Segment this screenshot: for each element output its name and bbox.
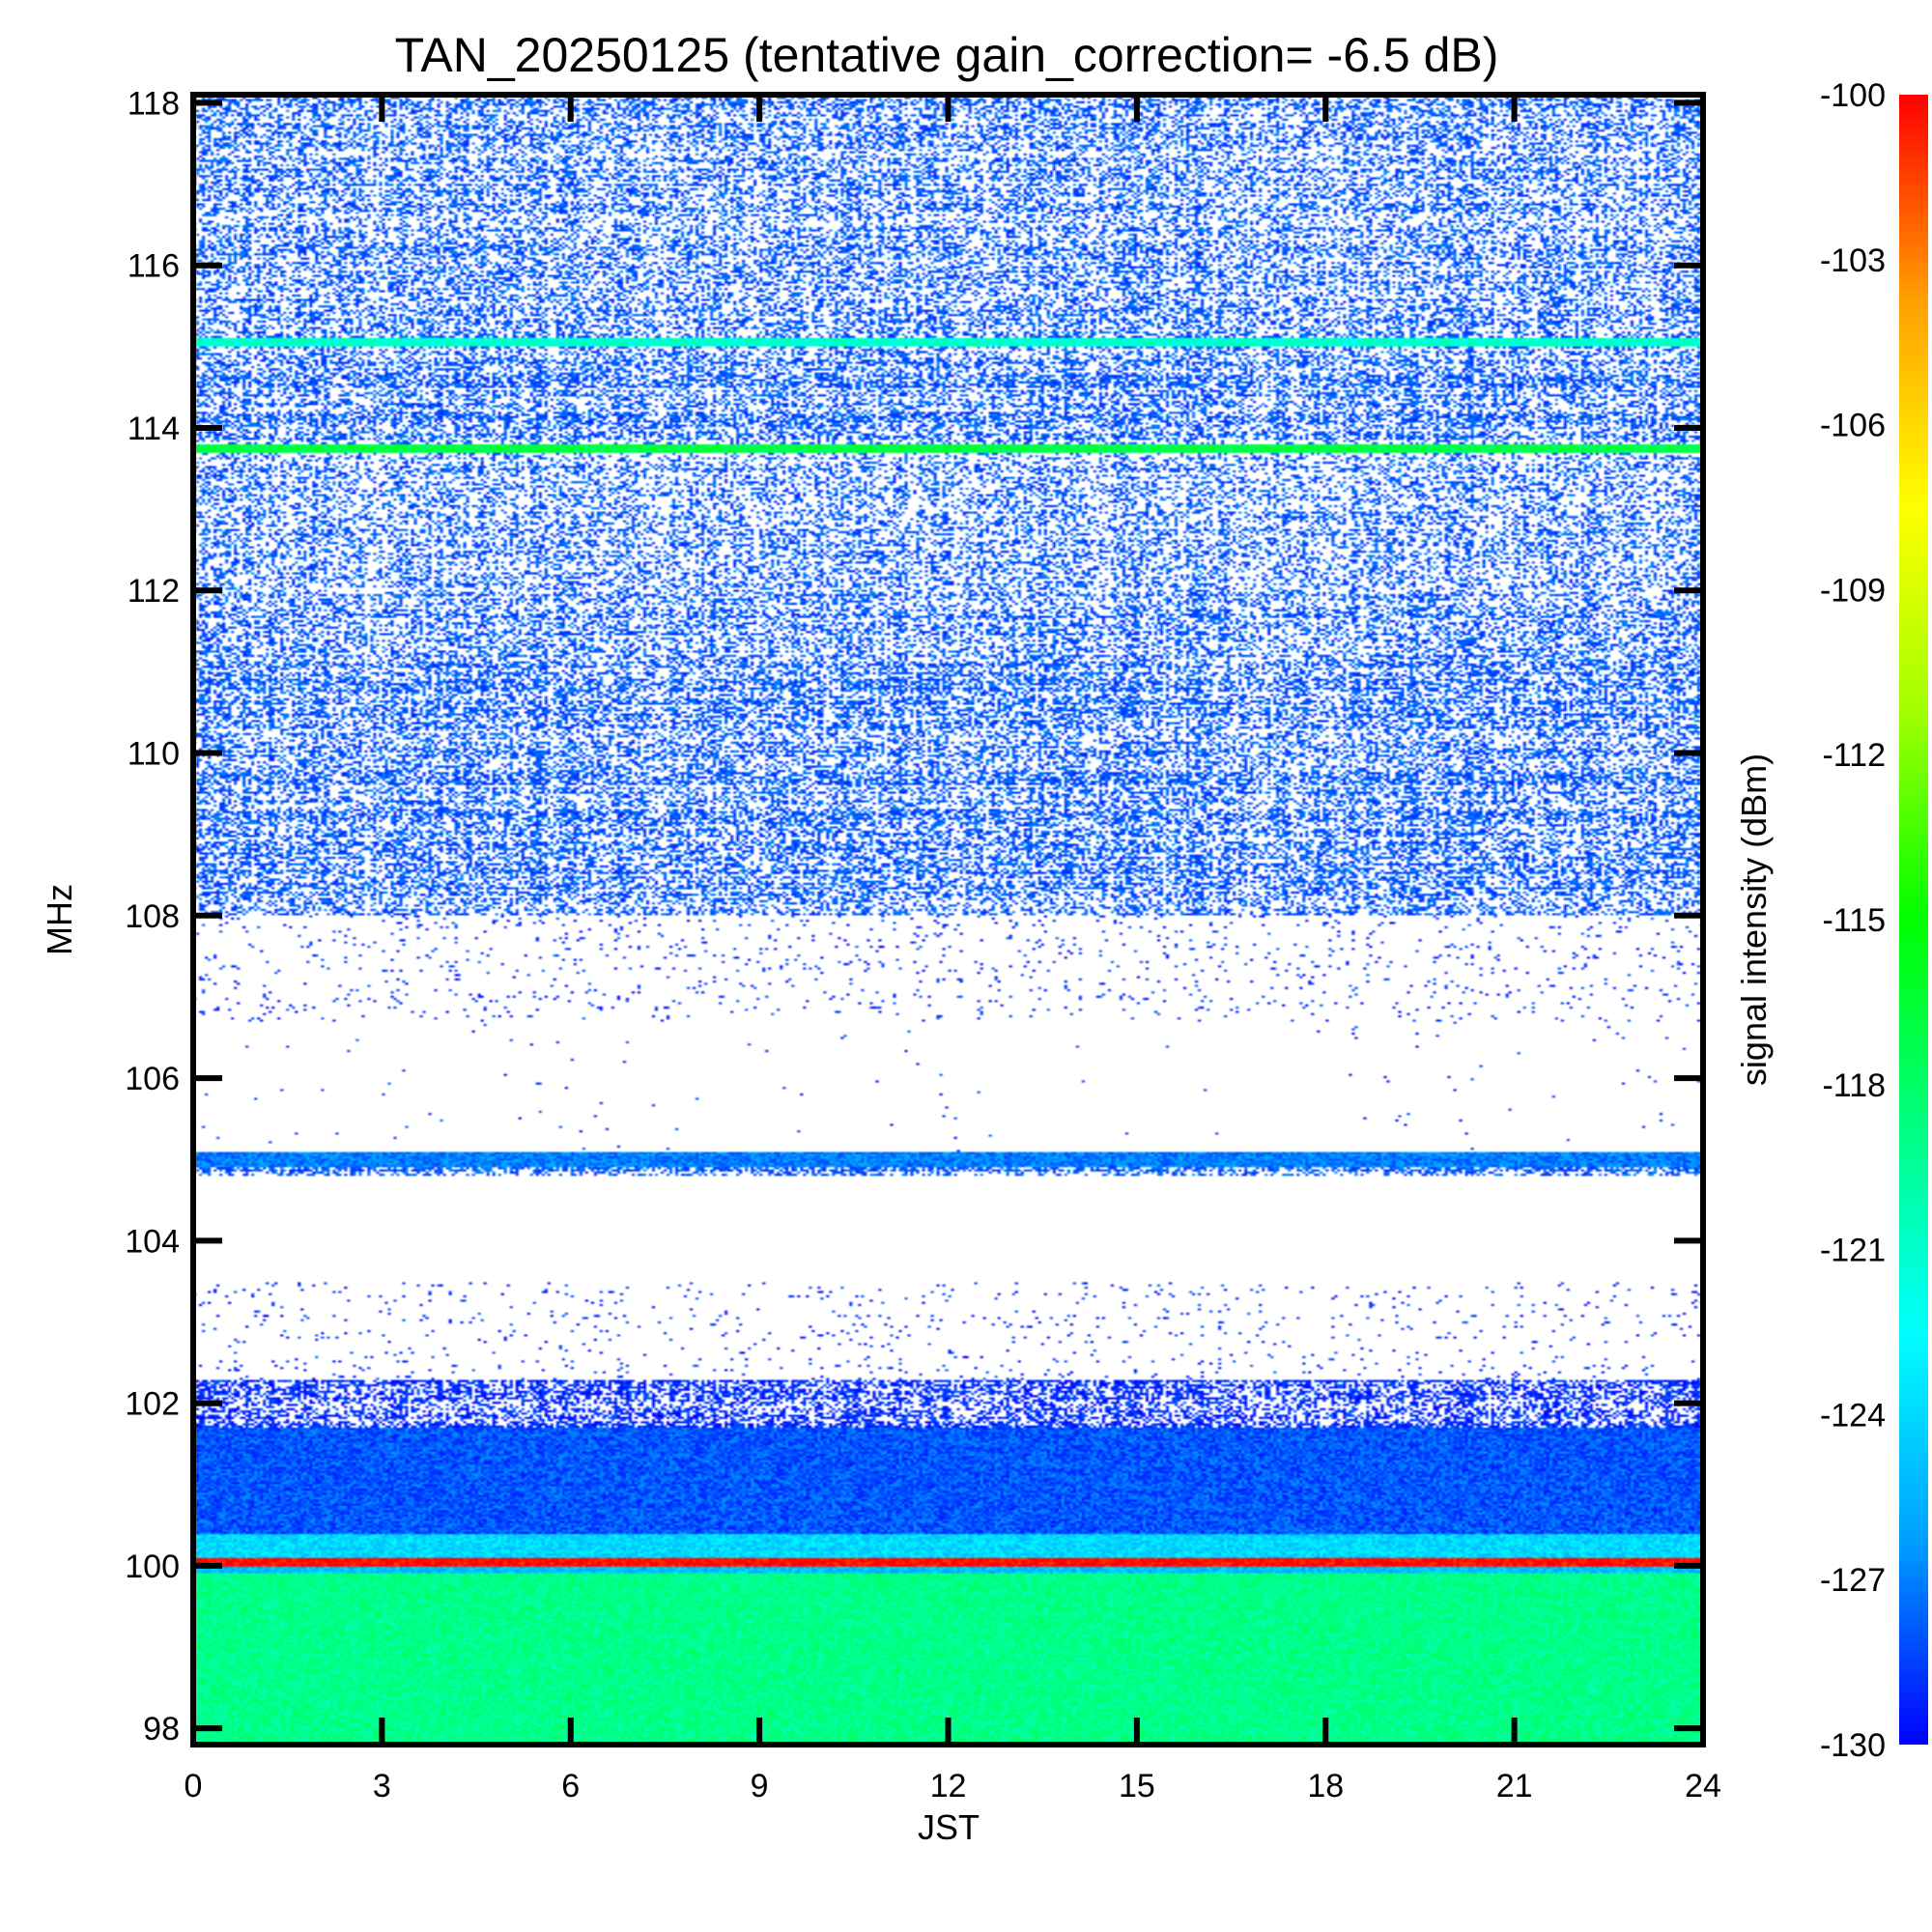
y-axis: 98 100 102 104 106 108 110 112 114 116 118 [125, 85, 1703, 1747]
colorbar-tick-label: -115 [1822, 902, 1886, 939]
colorbar-tick-label: -103 [1820, 242, 1886, 279]
colorbar-tick-label: -124 [1820, 1397, 1886, 1434]
y-tick-label: 112 [128, 573, 180, 610]
chart-title: TAN_20250125 (tentative gain_correction=… [395, 28, 1499, 82]
x-tick-label: 21 [1496, 1768, 1533, 1804]
heatmap-plot-area [190, 92, 1706, 1747]
colorbar-tick-label: -106 [1820, 408, 1886, 444]
colorbar-tick-label: -118 [1822, 1067, 1886, 1104]
colorbar-gradient [1899, 95, 1928, 1745]
y-tick-label: 118 [128, 85, 180, 122]
x-axis-label: JST [918, 1807, 980, 1847]
colorbar-tick-label: -100 [1820, 77, 1886, 114]
heatmap-image [193, 95, 1703, 1745]
colorbar-label: signal intensity (dBm) [1734, 753, 1774, 1086]
y-tick-label: 110 [128, 736, 180, 773]
y-tick-label: 102 [125, 1386, 180, 1423]
colorbar: -100 -103 -106 -109 -112 -115 -118 -121 -124 -127… [1820, 77, 1928, 1764]
y-tick-label: 100 [125, 1548, 180, 1585]
colorbar-tick-label: -130 [1820, 1727, 1886, 1764]
colorbar-tick-label: -121 [1820, 1233, 1886, 1269]
x-tick-label: 12 [930, 1768, 967, 1804]
colorbar-tick-label: -112 [1822, 737, 1886, 774]
x-tick-label: 24 [1685, 1768, 1721, 1804]
x-tick-label: 15 [1119, 1768, 1155, 1804]
colorbar-tick-label: -127 [1820, 1562, 1886, 1599]
colorbar-tick-label: -109 [1820, 572, 1886, 609]
x-tick-label: 3 [373, 1768, 391, 1804]
y-tick-label: 116 [128, 248, 180, 285]
y-tick-label: 98 [143, 1711, 180, 1747]
x-tick-label: 0 [185, 1768, 203, 1804]
colorbar-ticks: -100 -103 -106 -109 -112 -115 -118 -121 -124 -127… [1820, 77, 1886, 1764]
y-tick-label: 104 [125, 1223, 180, 1260]
x-tick-label: 18 [1307, 1768, 1344, 1804]
x-tick-label: 9 [751, 1768, 769, 1804]
x-tick-label: 6 [561, 1768, 580, 1804]
y-axis-label: MHz [40, 884, 79, 955]
y-tick-label: 106 [125, 1061, 180, 1097]
y-tick-label: 108 [125, 898, 180, 935]
x-axis: 0 3 6 9 12 15 18 21 24 [185, 95, 1721, 1804]
y-tick-label: 114 [128, 411, 180, 447]
